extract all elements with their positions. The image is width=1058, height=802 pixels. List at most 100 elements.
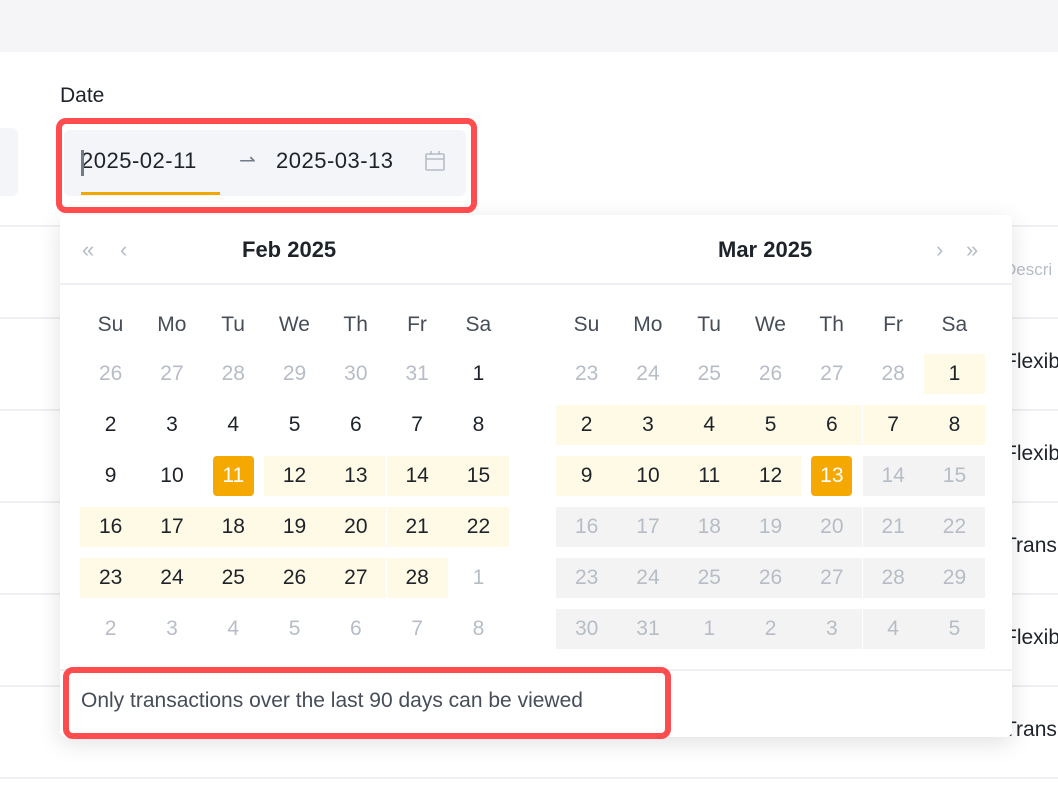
day-cell[interactable]: 2 xyxy=(556,405,618,445)
day-cell[interactable]: 1 xyxy=(923,354,986,394)
day-cell: 1 xyxy=(678,609,740,649)
header-divider xyxy=(60,283,1012,285)
end-date-input[interactable]: 2025-03-13 xyxy=(276,148,394,173)
day-cell[interactable]: 15 xyxy=(447,456,510,496)
day-cell[interactable]: 24 xyxy=(141,558,203,598)
day-cell[interactable]: 28 xyxy=(386,558,448,598)
day-number: 30 xyxy=(344,362,368,385)
day-cell[interactable]: 20 xyxy=(325,507,387,547)
table-cell: Flexib xyxy=(1004,350,1058,373)
day-number: 16 xyxy=(574,515,599,538)
day-cell[interactable]: 6 xyxy=(801,405,863,445)
day-number: 11 xyxy=(212,456,254,496)
day-number: 8 xyxy=(472,617,485,640)
day-number: 13 xyxy=(344,464,368,487)
prev-month-button[interactable]: ‹ xyxy=(120,237,128,262)
day-cell: 23 xyxy=(556,354,617,394)
day-number: 17 xyxy=(160,515,184,538)
day-number: 29 xyxy=(942,566,967,589)
weekday-header: Tu xyxy=(221,313,245,336)
day-cell[interactable]: 27 xyxy=(325,558,387,598)
day-cell[interactable]: 8 xyxy=(923,405,986,445)
day-cell[interactable]: 17 xyxy=(141,507,203,547)
day-cell[interactable]: 9 xyxy=(556,456,618,496)
day-cell[interactable]: 7 xyxy=(387,405,448,445)
start-date-input[interactable]: 2025-02-11 xyxy=(81,148,197,173)
date-range-picker-popup: « ‹ Feb 2025 Mar 2025 › » Only transacti… xyxy=(60,215,1012,737)
day-number: 27 xyxy=(820,566,844,589)
day-number: 25 xyxy=(221,566,245,589)
table-cell: Flexib xyxy=(1004,626,1058,649)
day-number: 12 xyxy=(282,464,307,487)
day-cell[interactable]: 3 xyxy=(141,405,202,445)
day-cell[interactable]: 16 xyxy=(80,507,142,547)
day-number: 4 xyxy=(887,617,899,640)
day-cell[interactable]: 11 xyxy=(678,456,740,496)
right-month-title[interactable]: Mar 2025 xyxy=(718,237,813,262)
day-cell[interactable]: 4 xyxy=(678,405,740,445)
day-cell[interactable]: 12 xyxy=(739,456,802,496)
day-number: 2 xyxy=(104,617,117,640)
footer-note: Only transactions over the last 90 days … xyxy=(81,689,583,712)
day-cell[interactable]: 12 xyxy=(263,456,326,496)
day-number: 21 xyxy=(405,515,429,538)
day-cell: 4 xyxy=(203,609,264,649)
day-number: 1 xyxy=(472,362,485,385)
day-cell: 19 xyxy=(739,507,802,547)
selected-day-cell[interactable]: 11 xyxy=(203,456,264,496)
day-cell: 14 xyxy=(862,456,924,496)
date-range-input[interactable]: 2025-02-11 ⇀ 2025-03-13 xyxy=(64,130,466,196)
day-cell[interactable]: 1 xyxy=(448,354,509,394)
day-cell[interactable]: 23 xyxy=(80,558,142,598)
day-cell[interactable]: 4 xyxy=(203,405,264,445)
day-number: 23 xyxy=(98,566,123,589)
day-number: 2 xyxy=(104,413,117,436)
day-cell: 28 xyxy=(863,354,924,394)
day-cell[interactable]: 25 xyxy=(202,558,264,598)
table-cell: Trans xyxy=(1004,718,1057,741)
day-cell[interactable]: 21 xyxy=(386,507,448,547)
day-cell[interactable]: 8 xyxy=(448,405,509,445)
day-cell: 30 xyxy=(556,609,618,649)
day-cell[interactable]: 6 xyxy=(325,405,386,445)
day-cell[interactable]: 10 xyxy=(617,456,679,496)
selected-day-cell[interactable]: 13 xyxy=(801,456,862,496)
calendar-icon[interactable] xyxy=(424,150,446,172)
footer-divider xyxy=(60,669,1012,671)
day-cell[interactable]: 18 xyxy=(202,507,264,547)
day-number: 20 xyxy=(820,515,844,538)
day-number: 6 xyxy=(349,617,362,640)
weekday-header: Sa xyxy=(465,313,492,336)
previous-filter-input[interactable] xyxy=(0,128,18,196)
day-cell: 3 xyxy=(141,609,202,649)
day-number: 9 xyxy=(104,464,117,487)
day-number: 18 xyxy=(697,515,721,538)
weekday-header: Su xyxy=(573,313,600,336)
day-cell[interactable]: 5 xyxy=(739,405,802,445)
day-cell: 29 xyxy=(264,354,325,394)
day-cell: 24 xyxy=(617,354,678,394)
day-number: 21 xyxy=(881,515,905,538)
day-cell[interactable]: 13 xyxy=(325,456,387,496)
day-cell[interactable]: 5 xyxy=(264,405,325,445)
day-cell: 8 xyxy=(448,609,509,649)
day-cell[interactable]: 7 xyxy=(862,405,924,445)
day-cell[interactable]: 3 xyxy=(617,405,679,445)
day-cell[interactable]: 9 xyxy=(80,456,141,496)
day-cell: 2 xyxy=(80,609,141,649)
prev-year-button[interactable]: « xyxy=(82,237,95,262)
day-cell[interactable]: 14 xyxy=(386,456,448,496)
next-month-button[interactable]: › xyxy=(936,237,944,262)
day-cell[interactable]: 19 xyxy=(263,507,326,547)
day-cell[interactable]: 2 xyxy=(80,405,141,445)
day-cell: 26 xyxy=(740,354,801,394)
day-number: 3 xyxy=(166,617,178,640)
next-year-button[interactable]: » xyxy=(966,237,979,262)
day-number: 15 xyxy=(942,464,967,487)
day-number: 5 xyxy=(288,413,301,436)
day-cell[interactable]: 26 xyxy=(263,558,326,598)
day-cell[interactable]: 10 xyxy=(141,456,202,496)
left-month-title[interactable]: Feb 2025 xyxy=(242,237,337,262)
day-cell[interactable]: 22 xyxy=(447,507,510,547)
day-number: 7 xyxy=(411,617,423,640)
